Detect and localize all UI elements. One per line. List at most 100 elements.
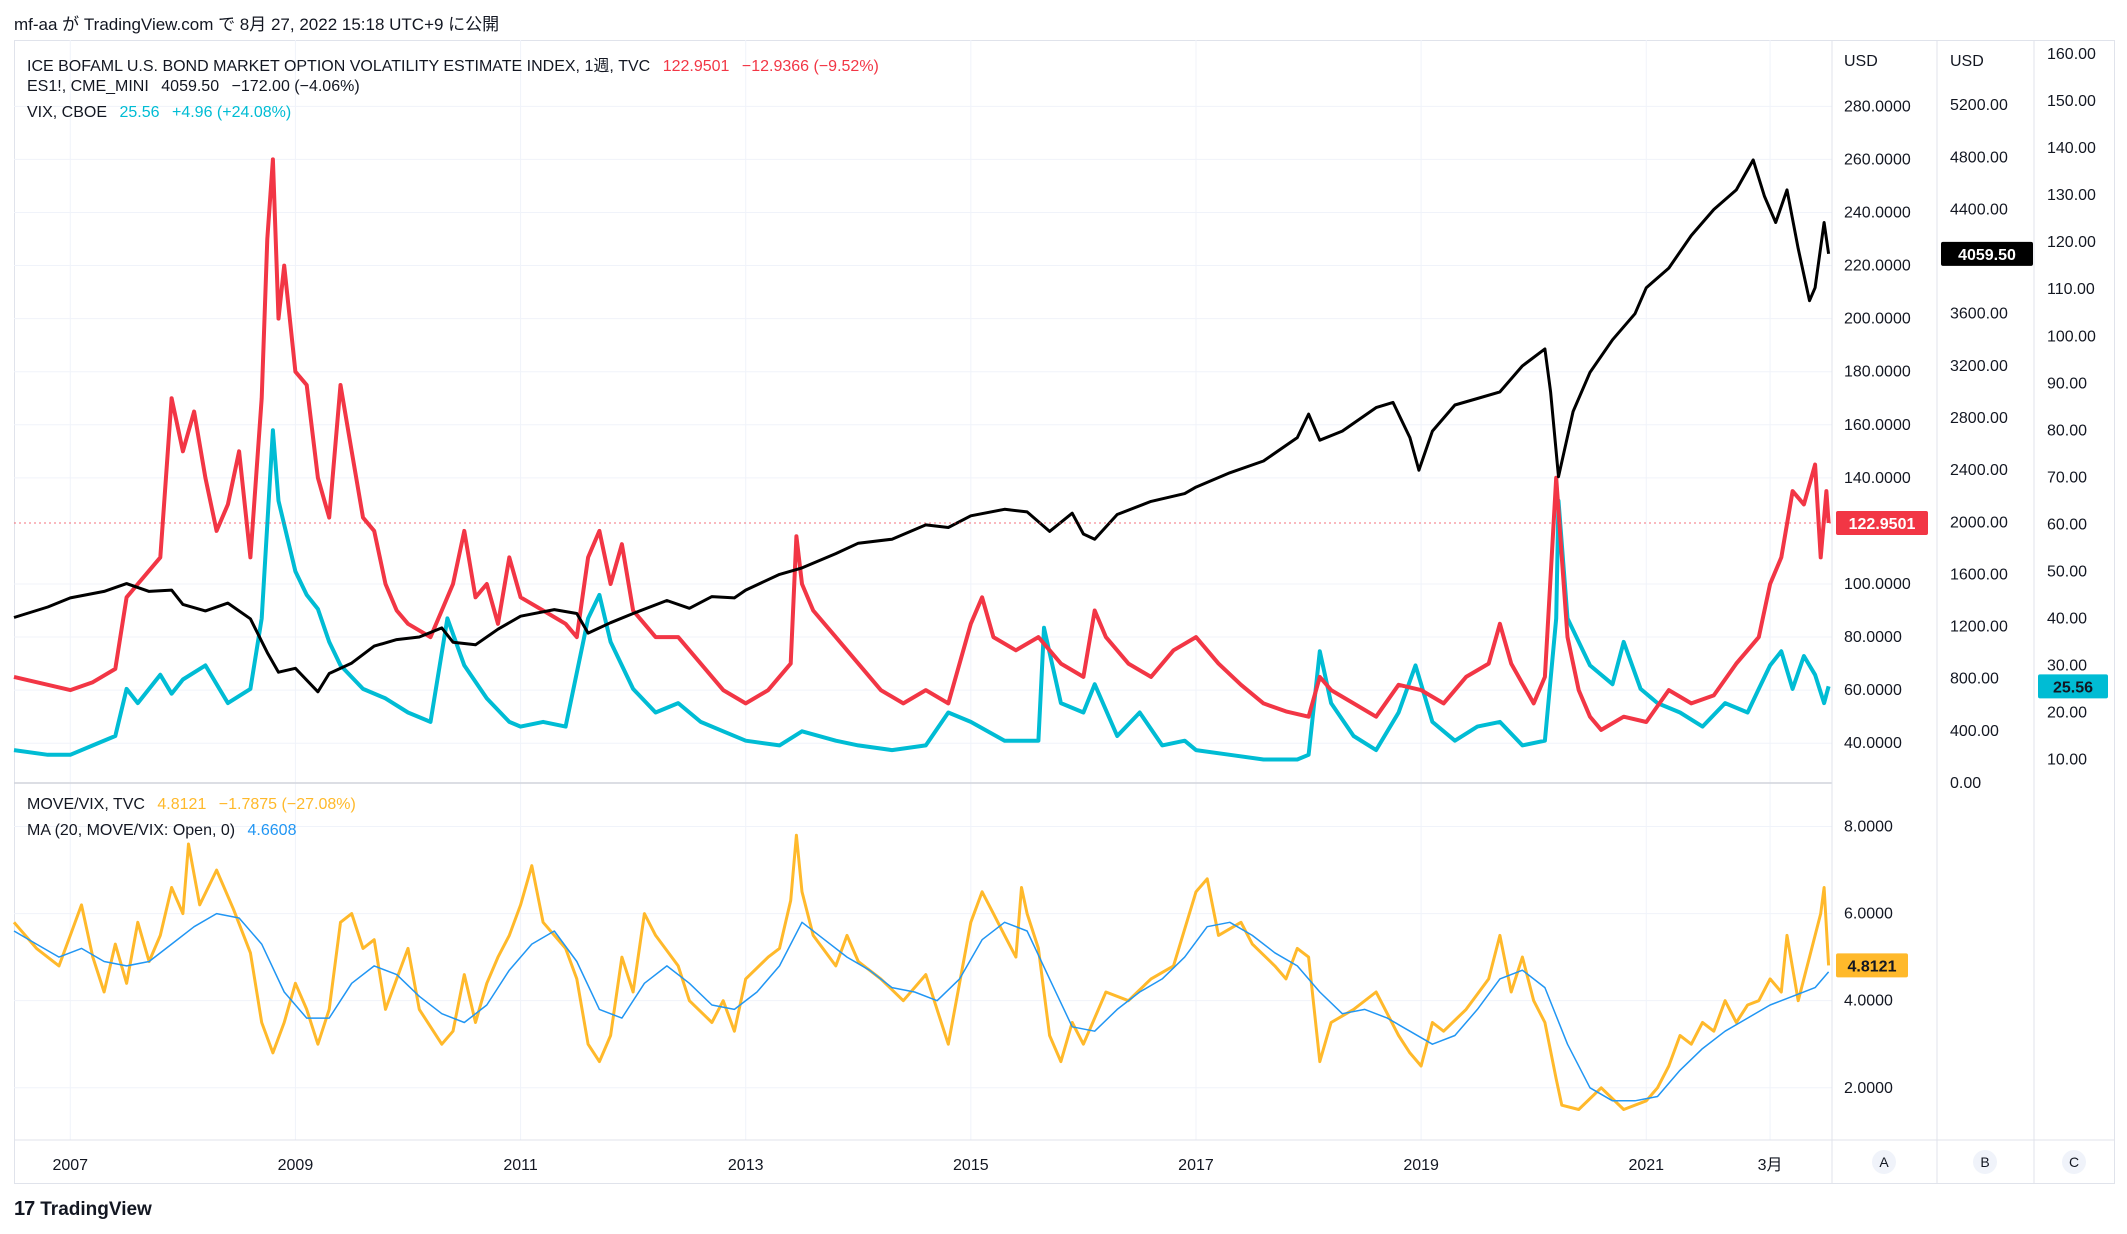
x-tick-label: 2007 [52, 1157, 88, 1174]
legend-ratio-value: 4.8121 [157, 796, 207, 813]
move-axis-tick: 240.0000 [1844, 204, 1911, 221]
move-axis-tick: 40.0000 [1844, 735, 1902, 752]
scale-button-a-bg [1872, 1150, 1896, 1174]
legend-vix-value: 25.56 [119, 104, 160, 121]
vix-axis-tick: 120.00 [2047, 234, 2096, 251]
vix-axis-tick: 30.00 [2047, 657, 2087, 674]
legend-vix[interactable]: VIX, CBOE 25.56 +4.96 (+24.08%) [27, 104, 299, 122]
move-axis-tick: 180.0000 [1844, 364, 1911, 381]
es-axis-tick: 3200.00 [1950, 358, 2008, 375]
legend-es-change: −172.00 (−4.06%) [231, 78, 360, 95]
move-axis-tick: 160.0000 [1844, 417, 1911, 434]
es-axis-tick: 2800.00 [1950, 410, 2008, 427]
vix-last-badge-bg [2038, 674, 2108, 699]
move-axis-tick: 100.0000 [1844, 576, 1911, 593]
legend-move-label: ICE BOFAML U.S. BOND MARKET OPTION VOLAT… [27, 58, 651, 75]
legend-es-value: 4059.50 [161, 78, 220, 95]
main-pane-grid [14, 40, 1832, 1140]
vix-axis-tick: 40.00 [2047, 610, 2087, 627]
es-last-badge: 4059.50 [1958, 247, 2016, 264]
legend-vix-label: VIX, CBOE [27, 104, 108, 121]
ma-series-line[interactable] [13, 912, 1830, 1102]
axes-layer: 2007 2009 2011 2013 2015 2017 2019 2021 3月 280.00… [52, 46, 2096, 1174]
es-series-line[interactable] [13, 158, 1831, 694]
legend-es-label: ES1!, CME_MINI [27, 78, 149, 95]
currency-label-a: USD [1844, 53, 1878, 70]
series-layer [12, 157, 1831, 1111]
tradingview-brand[interactable]: 17 TradingView [14, 1198, 152, 1221]
move-last-badge-bg [1836, 510, 1928, 535]
legend-move-change: −12.9366 (−9.52%) [741, 58, 879, 75]
move-axis-tick: 200.0000 [1844, 311, 1911, 328]
last-value-badges: 122.9501 4059.50 25.56 4.8121 [1836, 241, 2108, 978]
legend-move-value: 122.9501 [662, 58, 730, 75]
vix-axis-tick: 80.00 [2047, 422, 2087, 439]
lower-pane-grid [14, 826, 1832, 1089]
vix-axis-tick: 130.00 [2047, 187, 2096, 204]
scale-buttons: A B C [1872, 1150, 2086, 1174]
scale-button-c-bg [2062, 1150, 2086, 1174]
legend-ratio-change: −1.7875 (−27.08%) [218, 796, 356, 813]
x-tick-label: 2021 [1628, 1157, 1664, 1174]
move-series-line[interactable] [13, 157, 1831, 732]
currency-label-b: USD [1950, 53, 1984, 70]
vix-series-line[interactable] [13, 428, 1831, 762]
vix-axis-tick: 70.00 [2047, 469, 2087, 486]
vix-axis-tick: 160.00 [2047, 46, 2096, 63]
vix-axis-tick: 100.00 [2047, 328, 2096, 345]
chart-frame [14, 40, 2115, 1184]
published-by-text: mf-aa が TradingView.com で 8月 27, 2022 15… [14, 15, 500, 34]
ratio-axis-tick: 2.0000 [1844, 1080, 1893, 1097]
ratio-axis-tick: 8.0000 [1844, 819, 1893, 836]
move-axis-tick: 280.0000 [1844, 98, 1911, 115]
scale-button-b[interactable]: B [1980, 1154, 1989, 1170]
vix-axis-tick: 20.00 [2047, 704, 2087, 721]
scale-button-c[interactable]: C [2069, 1154, 2079, 1170]
legend-ma[interactable]: MA (20, MOVE/VIX: Open, 0) 4.6608 [27, 822, 304, 840]
legend-move[interactable]: ICE BOFAML U.S. BOND MARKET OPTION VOLAT… [27, 52, 887, 76]
move-axis-tick: 80.0000 [1844, 629, 1902, 646]
ratio-last-badge: 4.8121 [1848, 958, 1897, 975]
legend-ratio[interactable]: MOVE/VIX, TVC 4.8121 −1.7875 (−27.08%) [27, 796, 364, 814]
es-axis-tick: 1200.00 [1950, 619, 2008, 636]
legend-es[interactable]: ES1!, CME_MINI 4059.50 −172.00 (−4.06%) [27, 78, 368, 96]
vix-axis-tick: 10.00 [2047, 751, 2087, 768]
scale-button-b-bg [1973, 1150, 1997, 1174]
es-last-badge-bg [1941, 241, 2033, 266]
es-axis-tick: 400.00 [1950, 723, 1999, 740]
scale-button-a[interactable]: A [1879, 1154, 1889, 1170]
es-axis-tick: 800.00 [1950, 671, 1999, 688]
vix-axis-tick: 50.00 [2047, 563, 2087, 580]
move-last-badge: 122.9501 [1849, 516, 1916, 533]
vix-axis-tick: 150.00 [2047, 93, 2096, 110]
tradingview-logo-icon: 17 [14, 1198, 35, 1220]
ratio-last-badge-bg [1836, 953, 1908, 978]
x-tick-label: 3月 [1758, 1157, 1783, 1174]
x-tick-label: 2019 [1403, 1157, 1439, 1174]
vix-axis-tick: 90.00 [2047, 375, 2087, 392]
ratio-series-line[interactable] [12, 833, 1831, 1111]
legend-vix-change: +4.96 (+24.08%) [171, 104, 292, 121]
legend-ratio-label: MOVE/VIX, TVC [27, 796, 145, 813]
es-axis-tick: 2400.00 [1950, 462, 2008, 479]
x-tick-label: 2011 [503, 1157, 538, 1174]
move-axis-tick: 260.0000 [1844, 151, 1911, 168]
legend-ma-label: MA (20, MOVE/VIX: Open, 0) [27, 822, 236, 839]
vix-axis-tick: 110.00 [2047, 281, 2095, 298]
es-axis-tick: 2000.00 [1950, 514, 2008, 531]
vix-axis-tick: 140.00 [2047, 140, 2096, 157]
brand-name: TradingView [40, 1198, 152, 1220]
x-tick-label: 2015 [953, 1157, 989, 1174]
es-axis-tick: 4800.00 [1950, 149, 2008, 166]
move-axis-tick: 220.0000 [1844, 258, 1911, 275]
es-axis-tick: 0.00 [1950, 775, 1981, 792]
es-axis-tick: 5200.00 [1950, 97, 2008, 114]
es-axis-tick: 4400.00 [1950, 201, 2008, 218]
move-axis-tick: 60.0000 [1844, 682, 1902, 699]
legend-ma-value: 4.6608 [247, 822, 297, 839]
move-axis-tick: 140.0000 [1844, 470, 1911, 487]
es-axis-tick: 3600.00 [1950, 306, 2008, 323]
ratio-axis-tick: 6.0000 [1844, 906, 1893, 923]
vix-axis-tick: 60.00 [2047, 516, 2087, 533]
